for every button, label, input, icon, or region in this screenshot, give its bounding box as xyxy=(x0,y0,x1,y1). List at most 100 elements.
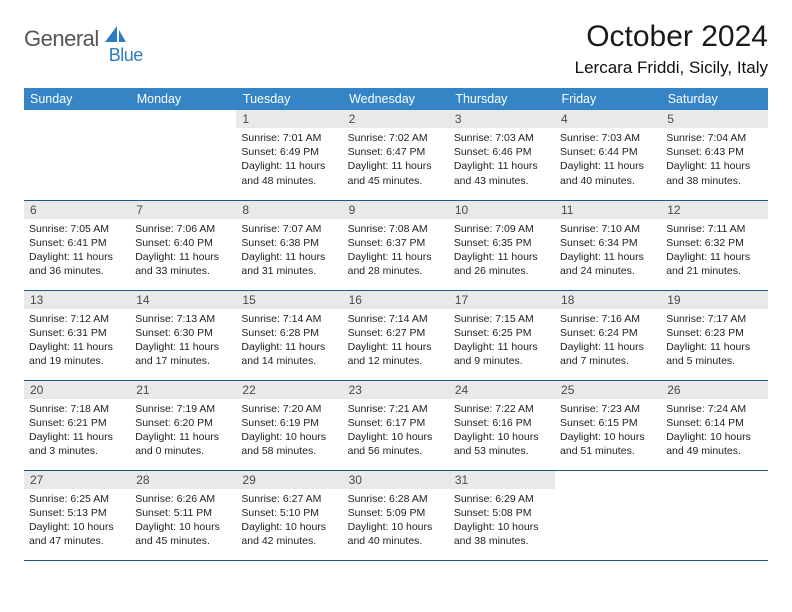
sunset-line: Sunset: 6:43 PM xyxy=(666,145,762,159)
daylight-line: Daylight: 11 hours and 33 minutes. xyxy=(135,250,231,278)
title-block: October 2024 Lercara Friddi, Sicily, Ita… xyxy=(575,20,768,78)
sunset-line: Sunset: 5:10 PM xyxy=(241,506,337,520)
calendar-cell: 11Sunrise: 7:10 AMSunset: 6:34 PMDayligh… xyxy=(555,200,661,290)
day-number: 6 xyxy=(24,201,130,219)
daylight-line: Daylight: 11 hours and 36 minutes. xyxy=(29,250,125,278)
calendar-cell xyxy=(130,110,236,200)
calendar-cell: 29Sunrise: 6:27 AMSunset: 5:10 PMDayligh… xyxy=(236,470,342,560)
day-number: 15 xyxy=(236,291,342,309)
day-number: 12 xyxy=(661,201,767,219)
day-body: Sunrise: 7:15 AMSunset: 6:25 PMDaylight:… xyxy=(449,309,555,373)
calendar-cell xyxy=(661,470,767,560)
sunrise-line: Sunrise: 7:10 AM xyxy=(560,222,656,236)
day-number: 23 xyxy=(343,381,449,399)
sunset-line: Sunset: 6:30 PM xyxy=(135,326,231,340)
calendar-row: 27Sunrise: 6:25 AMSunset: 5:13 PMDayligh… xyxy=(24,470,768,560)
day-number: 10 xyxy=(449,201,555,219)
day-body: Sunrise: 6:29 AMSunset: 5:08 PMDaylight:… xyxy=(449,489,555,553)
sunrise-line: Sunrise: 7:14 AM xyxy=(241,312,337,326)
day-number: 14 xyxy=(130,291,236,309)
sunset-line: Sunset: 6:23 PM xyxy=(666,326,762,340)
day-number: 19 xyxy=(661,291,767,309)
sunrise-line: Sunrise: 7:07 AM xyxy=(241,222,337,236)
daylight-line: Daylight: 11 hours and 9 minutes. xyxy=(454,340,550,368)
day-body: Sunrise: 7:09 AMSunset: 6:35 PMDaylight:… xyxy=(449,219,555,283)
day-body: Sunrise: 7:24 AMSunset: 6:14 PMDaylight:… xyxy=(661,399,767,463)
sunset-line: Sunset: 6:17 PM xyxy=(348,416,444,430)
day-body: Sunrise: 7:01 AMSunset: 6:49 PMDaylight:… xyxy=(236,128,342,192)
day-number: 21 xyxy=(130,381,236,399)
sunrise-line: Sunrise: 7:13 AM xyxy=(135,312,231,326)
sunset-line: Sunset: 6:27 PM xyxy=(348,326,444,340)
logo-text-blue: Blue xyxy=(109,45,143,66)
calendar-cell: 27Sunrise: 6:25 AMSunset: 5:13 PMDayligh… xyxy=(24,470,130,560)
daylight-line: Daylight: 10 hours and 49 minutes. xyxy=(666,430,762,458)
day-number: 9 xyxy=(343,201,449,219)
sunrise-line: Sunrise: 7:08 AM xyxy=(348,222,444,236)
sunrise-line: Sunrise: 7:03 AM xyxy=(454,131,550,145)
sunset-line: Sunset: 6:37 PM xyxy=(348,236,444,250)
day-number: 30 xyxy=(343,471,449,489)
sunrise-line: Sunrise: 7:21 AM xyxy=(348,402,444,416)
day-number: 27 xyxy=(24,471,130,489)
sunrise-line: Sunrise: 6:27 AM xyxy=(241,492,337,506)
day-number: 29 xyxy=(236,471,342,489)
sunset-line: Sunset: 6:24 PM xyxy=(560,326,656,340)
weekday-header: Thursday xyxy=(449,88,555,110)
day-number: 2 xyxy=(343,110,449,128)
calendar-cell: 26Sunrise: 7:24 AMSunset: 6:14 PMDayligh… xyxy=(661,380,767,470)
daylight-line: Daylight: 11 hours and 26 minutes. xyxy=(454,250,550,278)
sunrise-line: Sunrise: 7:09 AM xyxy=(454,222,550,236)
daylight-line: Daylight: 11 hours and 31 minutes. xyxy=(241,250,337,278)
day-number: 3 xyxy=(449,110,555,128)
sunset-line: Sunset: 6:28 PM xyxy=(241,326,337,340)
daylight-line: Daylight: 10 hours and 47 minutes. xyxy=(29,520,125,548)
sunrise-line: Sunrise: 7:17 AM xyxy=(666,312,762,326)
sunrise-line: Sunrise: 6:26 AM xyxy=(135,492,231,506)
day-number: 20 xyxy=(24,381,130,399)
day-body: Sunrise: 7:03 AMSunset: 6:44 PMDaylight:… xyxy=(555,128,661,192)
day-body: Sunrise: 7:11 AMSunset: 6:32 PMDaylight:… xyxy=(661,219,767,283)
day-number: 22 xyxy=(236,381,342,399)
day-body: Sunrise: 7:18 AMSunset: 6:21 PMDaylight:… xyxy=(24,399,130,463)
day-body: Sunrise: 7:10 AMSunset: 6:34 PMDaylight:… xyxy=(555,219,661,283)
sunrise-line: Sunrise: 6:28 AM xyxy=(348,492,444,506)
month-title: October 2024 xyxy=(575,20,768,54)
calendar-cell: 18Sunrise: 7:16 AMSunset: 6:24 PMDayligh… xyxy=(555,290,661,380)
day-number: 8 xyxy=(236,201,342,219)
calendar-cell: 1Sunrise: 7:01 AMSunset: 6:49 PMDaylight… xyxy=(236,110,342,200)
calendar-cell: 12Sunrise: 7:11 AMSunset: 6:32 PMDayligh… xyxy=(661,200,767,290)
sunset-line: Sunset: 5:09 PM xyxy=(348,506,444,520)
daylight-line: Daylight: 11 hours and 28 minutes. xyxy=(348,250,444,278)
sunset-line: Sunset: 6:21 PM xyxy=(29,416,125,430)
sunrise-line: Sunrise: 7:15 AM xyxy=(454,312,550,326)
calendar-cell: 22Sunrise: 7:20 AMSunset: 6:19 PMDayligh… xyxy=(236,380,342,470)
weekday-header: Saturday xyxy=(661,88,767,110)
sunrise-line: Sunrise: 7:11 AM xyxy=(666,222,762,236)
daylight-line: Daylight: 10 hours and 56 minutes. xyxy=(348,430,444,458)
sunrise-line: Sunrise: 6:25 AM xyxy=(29,492,125,506)
daylight-line: Daylight: 11 hours and 7 minutes. xyxy=(560,340,656,368)
calendar-header-row: SundayMondayTuesdayWednesdayThursdayFrid… xyxy=(24,88,768,110)
calendar-cell xyxy=(24,110,130,200)
sunset-line: Sunset: 6:14 PM xyxy=(666,416,762,430)
sunset-line: Sunset: 6:41 PM xyxy=(29,236,125,250)
day-body: Sunrise: 7:02 AMSunset: 6:47 PMDaylight:… xyxy=(343,128,449,192)
sunset-line: Sunset: 6:49 PM xyxy=(241,145,337,159)
sunset-line: Sunset: 6:19 PM xyxy=(241,416,337,430)
sunrise-line: Sunrise: 7:05 AM xyxy=(29,222,125,236)
day-body: Sunrise: 7:08 AMSunset: 6:37 PMDaylight:… xyxy=(343,219,449,283)
calendar-page: General Blue October 2024 Lercara Friddi… xyxy=(0,0,792,581)
sunrise-line: Sunrise: 6:29 AM xyxy=(454,492,550,506)
day-body: Sunrise: 7:23 AMSunset: 6:15 PMDaylight:… xyxy=(555,399,661,463)
calendar-cell: 6 Sunrise: 7:05 AMSunset: 6:41 PMDaylight… xyxy=(24,200,130,290)
sunset-line: Sunset: 6:32 PM xyxy=(666,236,762,250)
calendar-row: 6Sunrise: 7:05 AMSunset: 6:41 PMDaylight… xyxy=(24,200,768,290)
day-body: Sunrise: 7:04 AMSunset: 6:43 PMDaylight:… xyxy=(661,128,767,192)
calendar-body: 1Sunrise: 7:01 AMSunset: 6:49 PMDaylight… xyxy=(24,110,768,560)
sunrise-line: Sunrise: 7:04 AM xyxy=(666,131,762,145)
day-body: Sunrise: 7:14 AMSunset: 6:27 PMDaylight:… xyxy=(343,309,449,373)
day-number: 4 xyxy=(555,110,661,128)
sunrise-line: Sunrise: 7:03 AM xyxy=(560,131,656,145)
daylight-line: Daylight: 11 hours and 19 minutes. xyxy=(29,340,125,368)
